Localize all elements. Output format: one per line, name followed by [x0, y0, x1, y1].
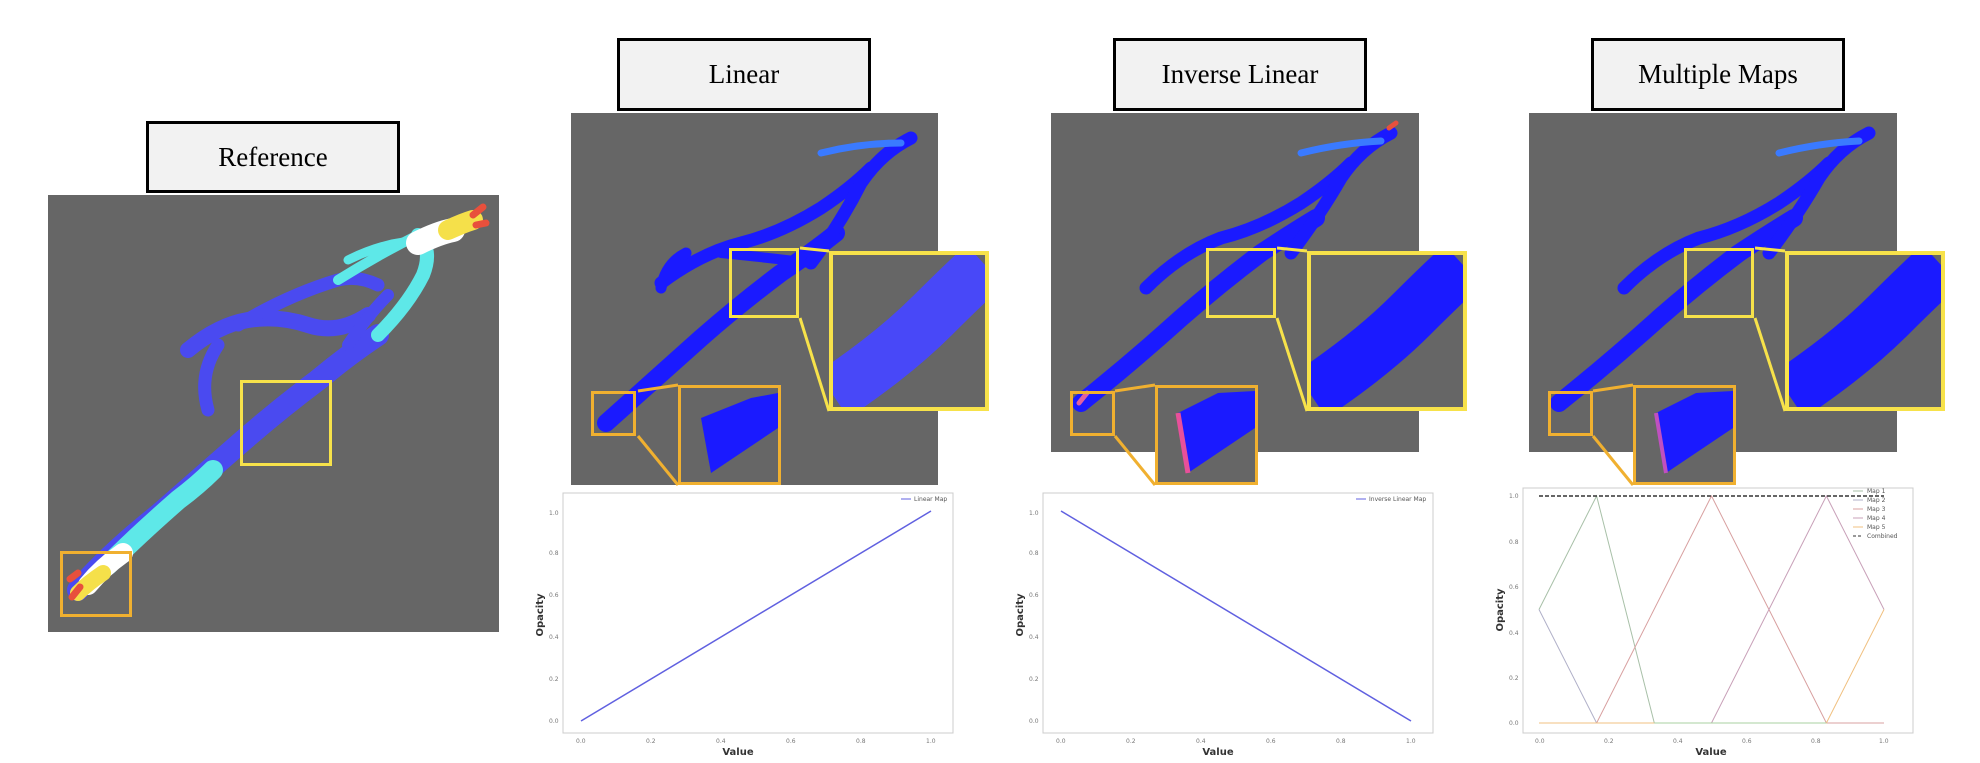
multiple-maps-inset-yellow: [1785, 251, 1945, 411]
svg-text:0.2: 0.2: [1604, 738, 1614, 745]
linear-chart-svg: Linear Map 0.0 0.2 0.4 0.6 0.8 1.0 0.0 0.2 0.4 0…: [535, 492, 954, 758]
inverse-linear-zoom-box-orange: [1070, 391, 1115, 436]
inverse-linear-legend-label: Inverse Linear Map: [1369, 496, 1426, 503]
svg-text:0.2: 0.2: [549, 676, 559, 683]
svg-text:0.6: 0.6: [549, 592, 559, 599]
multiple-maps-inset-vessel: [1789, 255, 1941, 407]
svg-text:Map 2: Map 2: [1867, 497, 1886, 504]
vessel-multiple-maps-image: [1550, 126, 1876, 412]
linear-legend-label: Linear Map: [914, 496, 947, 503]
linear-ylabel: Opacity: [535, 593, 546, 637]
inverse-linear-xlabel: Value: [1202, 747, 1233, 758]
linear-xlabel: Value: [722, 747, 753, 758]
multiple-maps-inset-vessel-tip: [1654, 391, 1733, 474]
svg-text:0.6: 0.6: [1742, 738, 1752, 745]
svg-text:Map 3: Map 3: [1867, 506, 1886, 513]
svg-text:0.0: 0.0: [549, 718, 559, 725]
svg-text:0.2: 0.2: [646, 738, 656, 745]
svg-text:0.0: 0.0: [1029, 718, 1039, 725]
svg-text:1.0: 1.0: [1509, 493, 1519, 500]
svg-text:0.4: 0.4: [549, 634, 559, 641]
svg-text:0.6: 0.6: [786, 738, 796, 745]
svg-text:0.0: 0.0: [576, 738, 586, 745]
svg-text:0.4: 0.4: [1673, 738, 1683, 745]
svg-text:Map 1: Map 1: [1867, 488, 1886, 495]
svg-text:1.0: 1.0: [1406, 738, 1416, 745]
inverse-linear-inset-yellow: [1307, 251, 1467, 411]
inverse-linear-inset-vessel-tip: [1175, 391, 1255, 474]
svg-text:0.6: 0.6: [1266, 738, 1276, 745]
svg-text:0.4: 0.4: [716, 738, 726, 745]
svg-text:1.0: 1.0: [1029, 510, 1039, 517]
svg-text:0.8: 0.8: [1029, 550, 1039, 557]
multiple-maps-xlabel: Value: [1695, 747, 1726, 758]
svg-text:0.2: 0.2: [1126, 738, 1136, 745]
svg-text:1.0: 1.0: [926, 738, 936, 745]
vessel-reference-image: [66, 203, 490, 601]
linear-inset-yellow: [829, 251, 989, 411]
svg-text:0.2: 0.2: [1509, 675, 1519, 682]
multiple-maps-zoom-box-orange: [1548, 391, 1593, 436]
svg-text:1.0: 1.0: [1879, 738, 1889, 745]
multiple-maps-legend: Map 1 Map 2 Map 3 Map 4 Map 5 Combined: [1853, 488, 1898, 540]
multiple-maps-ylabel: Opacity: [1495, 588, 1506, 632]
svg-text:0.4: 0.4: [1196, 738, 1206, 745]
inverse-linear-chart: Inverse Linear Map 0.0 0.2 0.4 0.6 0.8 1.0 0.…: [1011, 485, 1441, 763]
svg-text:Map 5: Map 5: [1867, 524, 1886, 531]
linear-zoom-box-yellow: [729, 248, 799, 318]
svg-text:0.8: 0.8: [856, 738, 866, 745]
svg-text:0.8: 0.8: [1336, 738, 1346, 745]
reference-render: [48, 195, 499, 632]
linear-zoom-box-orange: [591, 391, 636, 436]
svg-text:1.0: 1.0: [549, 510, 559, 517]
svg-text:0.6: 0.6: [1509, 584, 1519, 591]
svg-text:0.6: 0.6: [1029, 592, 1039, 599]
linear-inset-vessel-tip: [701, 393, 778, 473]
multiple-maps-zoom-box-yellow: [1684, 248, 1754, 318]
multiple-maps-title: Multiple Maps: [1591, 38, 1845, 111]
multiple-maps-chart-svg: Map 1 Map 2 Map 3 Map 4 Map 5 Combined 0…: [1495, 487, 1914, 758]
inverse-linear-inset-orange: [1155, 385, 1258, 485]
svg-text:0.4: 0.4: [1029, 634, 1039, 641]
inverse-linear-inset-vessel: [1311, 255, 1463, 407]
linear-inset-orange: [678, 385, 781, 485]
svg-text:Combined: Combined: [1867, 533, 1898, 540]
svg-text:0.2: 0.2: [1029, 676, 1039, 683]
reference-zoom-box-orange: [60, 551, 132, 617]
linear-chart: Linear Map 0.0 0.2 0.4 0.6 0.8 1.0 0.0 0.2 0.4 0…: [531, 485, 961, 763]
linear-title: Linear: [617, 38, 871, 111]
multiple-maps-inset-orange: [1633, 385, 1736, 485]
svg-text:0.8: 0.8: [1811, 738, 1821, 745]
svg-text:0.0: 0.0: [1509, 720, 1519, 727]
svg-text:0.4: 0.4: [1509, 630, 1519, 637]
inverse-linear-zoom-box-yellow: [1206, 248, 1276, 318]
reference-title: Reference: [146, 121, 400, 193]
inverse-linear-ylabel: Opacity: [1015, 593, 1026, 637]
inverse-linear-title: Inverse Linear: [1113, 38, 1367, 111]
vessel-inverse-linear-image: [1072, 120, 1399, 412]
svg-text:0.8: 0.8: [1509, 539, 1519, 546]
inverse-linear-chart-svg: Inverse Linear Map 0.0 0.2 0.4 0.6 0.8 1.0 0.…: [1015, 492, 1434, 758]
svg-text:0.8: 0.8: [549, 550, 559, 557]
linear-inset-vessel: [833, 255, 985, 407]
reference-zoom-box-yellow: [240, 380, 332, 466]
svg-text:Map 4: Map 4: [1867, 515, 1886, 522]
svg-text:0.0: 0.0: [1535, 738, 1545, 745]
multiple-maps-chart: Map 1 Map 2 Map 3 Map 4 Map 5 Combined 0…: [1491, 485, 1921, 763]
svg-text:0.0: 0.0: [1056, 738, 1066, 745]
